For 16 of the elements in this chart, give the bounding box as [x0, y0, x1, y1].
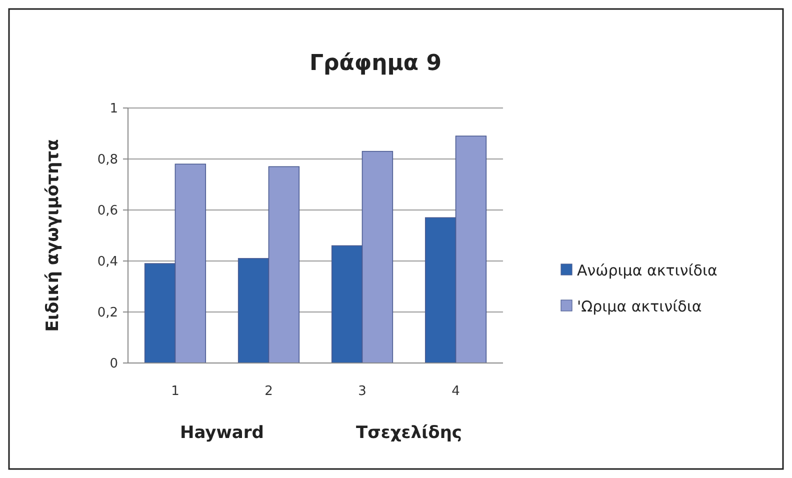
y-tick-label: 0,2 — [97, 306, 118, 321]
y-axis-title: Ειδική αγωγιμότητα — [43, 139, 63, 332]
x-tick-label: 4 — [452, 384, 460, 399]
y-tick-label: 0,4 — [97, 254, 118, 270]
legend-label: 'Ωριμα ακτινίδια — [577, 297, 702, 316]
text: Hayward — [180, 423, 264, 443]
y-tick-label: 0 — [110, 356, 118, 372]
x-tick-label: 3 — [358, 384, 366, 399]
y-tick-label: 1 — [110, 102, 118, 117]
x-tick-label: 1 — [171, 384, 180, 399]
text: Τσεχελίδης — [356, 423, 462, 443]
x-tick-label: 2 — [264, 384, 273, 399]
legend-label: Ανώριμα ακτινίδια — [577, 261, 718, 280]
y-tick-label: 0,8 — [97, 152, 118, 168]
chart-title: Γράφημα 9 — [309, 51, 442, 76]
y-tick-label: 0,6 — [97, 204, 118, 219]
